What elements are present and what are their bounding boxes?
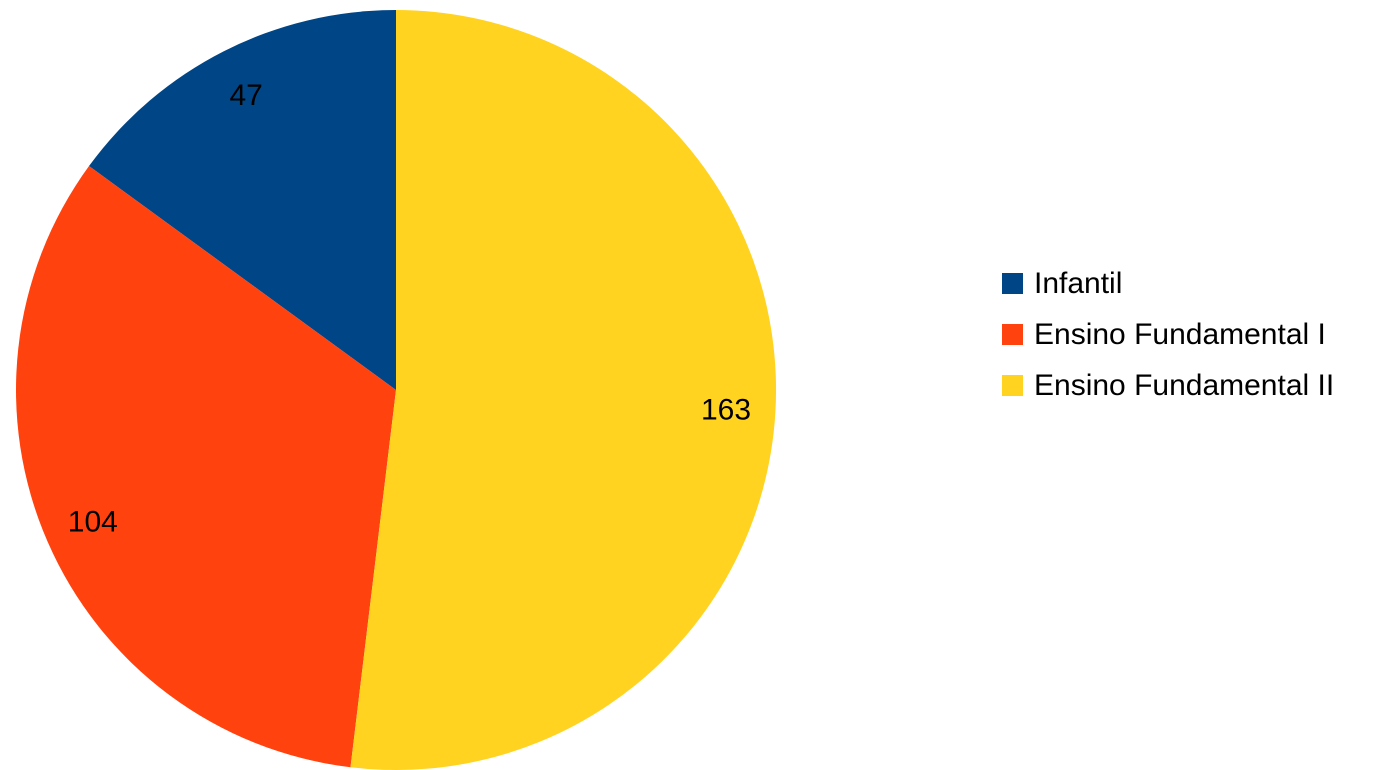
legend-label-ensino-fundamental-ii: Ensino Fundamental II bbox=[1034, 369, 1334, 402]
data-label-ensino-fundamental-ii: 163 bbox=[701, 393, 751, 426]
pie-slice-infantil bbox=[89, 10, 397, 390]
data-label-ensino-fundamental-i: 104 bbox=[68, 505, 118, 538]
legend: Infantil Ensino Fundamental I Ensino Funda… bbox=[1002, 267, 1334, 402]
legend-swatch-ensino-fundamental-ii bbox=[1002, 375, 1023, 396]
legend-label-ensino-fundamental-i: Ensino Fundamental I bbox=[1034, 318, 1326, 351]
legend-swatch-infantil bbox=[1002, 273, 1023, 294]
pie-data-labels: 47 104 163 bbox=[68, 79, 751, 538]
pie-slice-ensino-fundamental-i bbox=[16, 166, 396, 768]
legend-swatch-ensino-fundamental-i bbox=[1002, 324, 1023, 345]
pie-slices bbox=[16, 10, 777, 770]
pie-slice-ensino-fundamental-ii bbox=[350, 10, 777, 770]
data-label-infantil: 47 bbox=[230, 79, 263, 112]
legend-label-infantil: Infantil bbox=[1034, 267, 1122, 300]
